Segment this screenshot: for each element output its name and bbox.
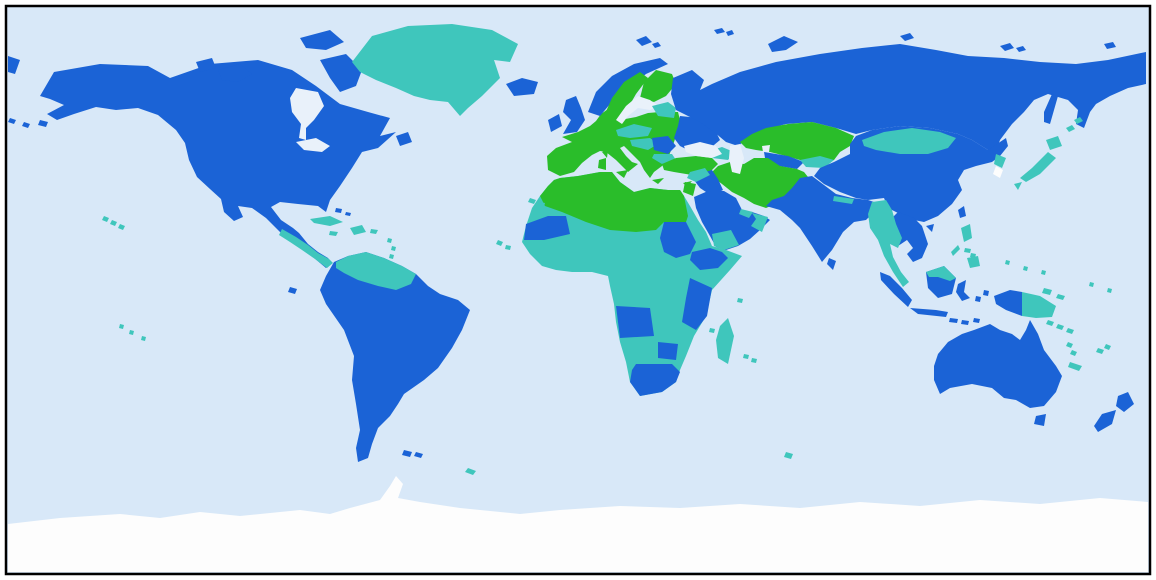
region-south-africa: [630, 364, 680, 396]
region-levant: [683, 182, 696, 196]
region-great-lakes: [296, 138, 330, 152]
region-indonesia: [880, 266, 1022, 325]
region-yemen: [712, 230, 739, 250]
region-mediterranean-islands: [598, 150, 692, 187]
region-nepal: [833, 196, 854, 204]
region-south-georgia: [465, 468, 476, 475]
region-sweden: [604, 72, 648, 122]
region-south-america: [320, 252, 470, 462]
region-zimbabwe: [658, 342, 678, 360]
region-kenya-tanzania: [682, 278, 712, 330]
region-uzbekistan: [764, 152, 804, 169]
region-oman: [751, 213, 768, 232]
region-greenland: [352, 24, 518, 116]
region-europe-western: [547, 109, 681, 178]
region-finland: [640, 70, 676, 102]
region-papua-new-guinea: [1022, 288, 1065, 318]
region-madagascar: [716, 318, 734, 364]
region-mongolia: [862, 128, 956, 154]
region-aral-sea: [762, 145, 770, 152]
region-china: [814, 126, 1008, 222]
region-galapagos: [288, 287, 297, 294]
region-north-korea: [994, 154, 1006, 168]
map-frame-border: [4, 4, 1152, 576]
region-central-america: [279, 229, 333, 268]
region-venezuela-guyanas: [336, 252, 416, 290]
region-aleutian-islands: [8, 118, 48, 128]
region-australia: [934, 320, 1062, 426]
region-atlantic-islands: [496, 198, 545, 250]
region-falkland-islands: [402, 450, 423, 458]
region-chukotka-west: [8, 56, 20, 74]
region-philippines: [951, 224, 980, 268]
region-myanmar-thailand-malaysia: [868, 200, 909, 287]
region-syria: [687, 168, 710, 182]
region-india-pakistan: [766, 176, 880, 262]
region-hainan: [926, 224, 934, 232]
region-new-zealand: [1094, 392, 1134, 432]
region-iceland: [506, 78, 538, 96]
region-russia: [671, 44, 1146, 152]
region-kazakhstan: [740, 122, 854, 162]
region-czechia-austria: [616, 124, 652, 138]
region-caspian-sea: [729, 144, 744, 174]
region-japan: [1014, 136, 1062, 190]
region-qatar-uae: [739, 209, 753, 218]
region-baltic-sea: [616, 96, 658, 124]
region-bahamas: [335, 208, 351, 216]
region-ethiopia: [690, 248, 728, 270]
region-kerguelen: [784, 452, 793, 459]
region-south-korea: [993, 166, 1003, 178]
region-romania: [652, 136, 676, 154]
region-mauritania: [524, 216, 570, 240]
map-layers: [8, 24, 1148, 572]
region-hungary-croatia: [630, 138, 658, 150]
region-black-sea: [684, 142, 722, 158]
region-kyrgyzstan-tajikistan: [800, 156, 834, 168]
region-antarctica: [8, 476, 1148, 572]
region-kuril-islands: [1066, 117, 1083, 132]
region-hudson-bay: [290, 88, 324, 140]
region-baltic-states: [652, 102, 676, 118]
region-indochina: [890, 212, 928, 262]
region-taiwan: [958, 206, 966, 218]
region-borneo-north-malaysia: [926, 266, 956, 281]
region-sudan: [660, 222, 696, 258]
region-sri-lanka: [827, 258, 836, 270]
region-british-isles: [548, 96, 585, 134]
region-north-africa: [540, 172, 688, 232]
region-angola: [616, 306, 654, 338]
region-caribbean-islands: [310, 216, 396, 259]
